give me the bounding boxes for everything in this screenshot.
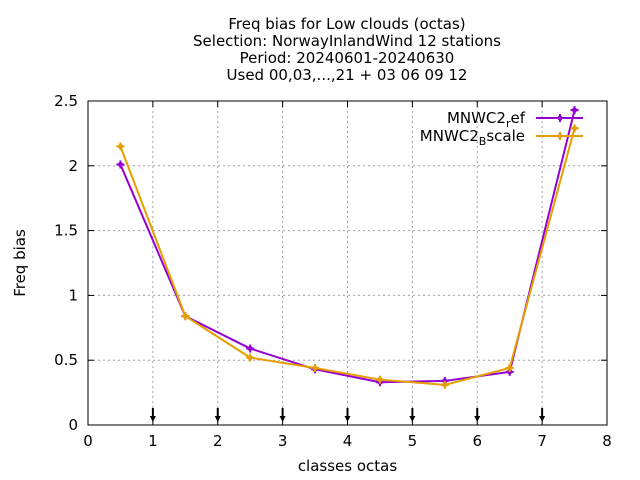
x-tick-label: 4: [343, 432, 353, 450]
count-marker-head: [409, 416, 416, 422]
y-tick-label: 1: [68, 286, 78, 304]
count-marker-head: [214, 416, 221, 422]
point-dot: [557, 133, 563, 139]
count-marker-head: [539, 416, 546, 422]
x-axis-label: classes octas: [298, 457, 398, 475]
point-dot: [182, 313, 188, 319]
x-tick-labels: 0 1 2 3 4 5 6 7 8: [83, 432, 612, 450]
data-point: [116, 142, 125, 151]
data-point: [440, 380, 449, 389]
count-marker-head: [344, 416, 351, 422]
x-tick-label: 6: [472, 432, 482, 450]
y-tick-label: 1.5: [54, 222, 78, 240]
y-tick-label: 0: [68, 416, 78, 434]
y-tick-label: 2.5: [54, 92, 78, 110]
data-point: [505, 363, 514, 372]
data-point: [116, 160, 125, 169]
series-line: [119, 109, 576, 384]
grid: [88, 101, 607, 425]
x-tick-label: 7: [537, 432, 547, 450]
y-tick-label: 2: [68, 157, 78, 175]
x-tick-label: 8: [602, 432, 612, 450]
title-line: Period: 20240601-20240630: [240, 49, 455, 67]
point-dot: [117, 143, 123, 149]
title-line: Selection: NorwayInlandWind 12 stations: [193, 32, 501, 50]
point-dot: [117, 162, 123, 168]
count-marker-head: [149, 416, 156, 422]
data-point: [556, 114, 564, 122]
data-point: [181, 312, 190, 321]
point-dot: [572, 107, 578, 113]
data-point: [311, 363, 320, 372]
point-dot: [312, 365, 318, 371]
data-point: [246, 353, 255, 362]
point-dot: [247, 355, 253, 361]
count-marker-head: [279, 416, 286, 422]
count-markers: [149, 408, 546, 422]
point-dot: [572, 125, 578, 131]
series-line: [119, 127, 576, 386]
chart-title: Freq bias for Low clouds (octas)Selectio…: [193, 15, 501, 84]
title-line: Used 00,03,...,21 + 03 06 09 12: [227, 66, 468, 84]
y-tick-label: 0.5: [54, 351, 78, 369]
point-dot: [442, 382, 448, 388]
data-point: [375, 375, 384, 384]
point-dot: [557, 115, 563, 121]
x-tick-label: 5: [408, 432, 418, 450]
data-point: [246, 344, 255, 353]
y-axis-label: Freq bias: [11, 229, 29, 297]
y-tick-labels: 0 0.5 1 1.5 2 2.5: [54, 92, 78, 434]
legend-label: MNWC2ref: [447, 109, 526, 130]
x-tick-label: 3: [278, 432, 288, 450]
x-tick-label: 0: [83, 432, 93, 450]
title-line: Freq bias for Low clouds (octas): [228, 15, 465, 33]
point-dot: [247, 346, 253, 352]
series-layer: [116, 106, 579, 389]
series-1: [116, 124, 579, 389]
data-point: [570, 106, 579, 115]
data-point: [556, 132, 564, 140]
x-tick-label: 1: [148, 432, 158, 450]
data-point: [570, 124, 579, 133]
count-marker-head: [474, 416, 481, 422]
point-dot: [507, 365, 513, 371]
legend-label: MNWC2Bscale: [420, 127, 525, 148]
point-dot: [377, 377, 383, 383]
x-tick-label: 2: [213, 432, 223, 450]
